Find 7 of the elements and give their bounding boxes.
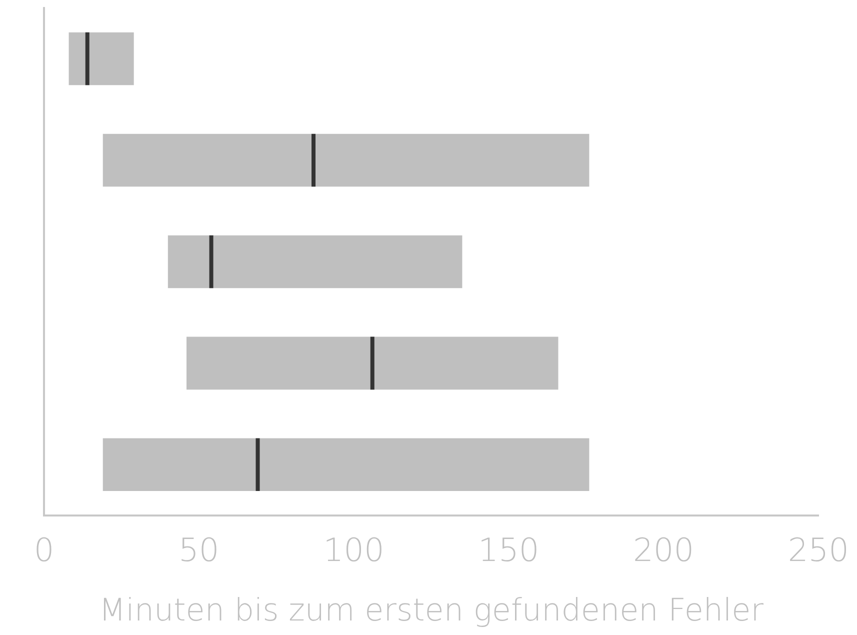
x-tick-label: 200 [633,530,694,569]
x-tick-label: 0 [34,530,54,569]
x-tick-label: 150 [478,530,540,569]
x-tick-label: 100 [323,530,384,569]
x-axis-title: Minuten bis zum ersten gefundenen Fehler [98,592,764,628]
x-tick-label: 250 [788,530,849,569]
x-tick-label: 50 [178,530,220,569]
